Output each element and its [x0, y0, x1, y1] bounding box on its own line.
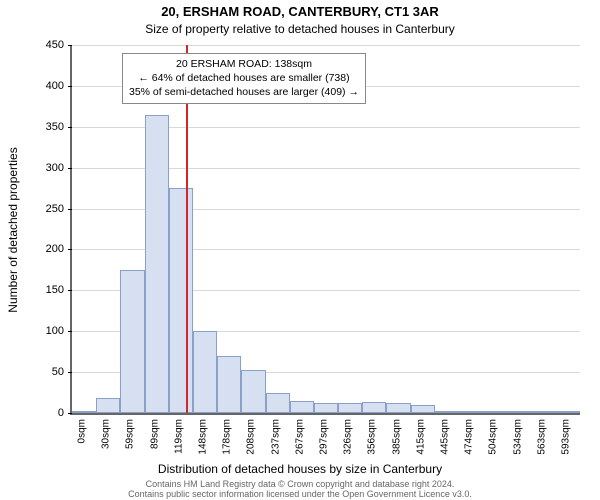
chart-title-sub: Size of property relative to detached ho…: [0, 22, 600, 36]
histogram-bar: [411, 405, 435, 413]
histogram-bar: [241, 370, 265, 413]
histogram-bar: [459, 411, 483, 413]
y-tick-mark: [68, 290, 72, 291]
x-tick-label: 356sqm: [367, 419, 378, 455]
gridline: [72, 45, 580, 46]
y-tick-mark: [68, 45, 72, 46]
histogram-bar: [72, 411, 96, 413]
histogram-bar: [386, 403, 410, 413]
histogram-bar: [532, 411, 556, 413]
histogram-bar: [120, 270, 144, 413]
y-tick-label: 300: [24, 162, 64, 174]
histogram-bar: [483, 411, 507, 413]
annotation-line3: 35% of semi-detached houses are larger (…: [129, 86, 359, 98]
y-tick-label: 50: [24, 366, 64, 378]
x-tick-label: 504sqm: [488, 419, 499, 455]
x-tick-label: 30sqm: [101, 419, 112, 449]
attribution: Contains HM Land Registry data © Crown c…: [0, 480, 600, 500]
x-tick-label: 178sqm: [222, 419, 233, 455]
y-tick-label: 100: [24, 325, 64, 337]
attribution-line1: Contains HM Land Registry data © Crown c…: [146, 479, 455, 489]
x-tick-label: 474sqm: [464, 419, 475, 455]
x-tick-label: 297sqm: [319, 419, 330, 455]
x-tick-label: 267sqm: [294, 419, 305, 455]
plot-area: 20 ERSHAM ROAD: 138sqm ← 64% of detached …: [70, 45, 580, 415]
histogram-bar: [290, 401, 314, 413]
histogram-bar: [362, 402, 386, 413]
y-tick-mark: [68, 209, 72, 210]
histogram-bar: [507, 411, 531, 413]
x-tick-label: 445sqm: [439, 419, 450, 455]
y-tick-mark: [68, 249, 72, 250]
x-tick-label: 385sqm: [391, 419, 402, 455]
histogram-bar: [145, 115, 169, 413]
y-tick-mark: [68, 168, 72, 169]
y-tick-mark: [68, 413, 72, 414]
y-tick-label: 0: [24, 407, 64, 419]
y-tick-mark: [68, 86, 72, 87]
y-tick-label: 200: [24, 243, 64, 255]
x-axis-label: Distribution of detached houses by size …: [0, 462, 600, 476]
x-tick-label: 593sqm: [560, 419, 571, 455]
y-tick-label: 250: [24, 203, 64, 215]
x-tick-label: 563sqm: [536, 419, 547, 455]
annotation-line2: ← 64% of detached houses are smaller (73…: [138, 72, 349, 84]
histogram-bar: [266, 393, 290, 413]
x-tick-label: 119sqm: [173, 419, 184, 454]
x-tick-label: 237sqm: [270, 419, 281, 455]
histogram-bar: [96, 398, 120, 413]
annotation-box: 20 ERSHAM ROAD: 138sqm ← 64% of detached …: [122, 53, 366, 104]
x-tick-label: 208sqm: [246, 419, 257, 455]
x-tick-label: 89sqm: [149, 419, 160, 449]
histogram-bar: [338, 403, 362, 413]
y-axis-label: Number of detached properties: [6, 147, 20, 312]
chart-container: { "title_main": "20, ERSHAM ROAD, CANTER…: [0, 0, 600, 500]
annotation-line1: 20 ERSHAM ROAD: 138sqm: [176, 58, 312, 70]
y-tick-mark: [68, 127, 72, 128]
histogram-bar: [314, 403, 338, 413]
histogram-bar: [556, 411, 580, 413]
y-tick-mark: [68, 331, 72, 332]
x-tick-label: 415sqm: [415, 419, 426, 455]
histogram-bar: [217, 356, 241, 413]
y-tick-label: 150: [24, 284, 64, 296]
x-tick-label: 0sqm: [77, 419, 88, 443]
x-tick-label: 326sqm: [343, 419, 354, 455]
x-tick-label: 534sqm: [512, 419, 523, 455]
y-tick-label: 350: [24, 121, 64, 133]
y-tick-label: 400: [24, 80, 64, 92]
histogram-bar: [435, 411, 459, 413]
x-tick-label: 148sqm: [198, 419, 209, 455]
x-tick-label: 59sqm: [125, 419, 136, 449]
histogram-bar: [169, 188, 193, 413]
y-tick-label: 450: [24, 39, 64, 51]
y-tick-mark: [68, 372, 72, 373]
attribution-line2: Contains public sector information licen…: [128, 489, 472, 499]
histogram-bar: [193, 331, 217, 413]
chart-title-main: 20, ERSHAM ROAD, CANTERBURY, CT1 3AR: [0, 4, 600, 19]
